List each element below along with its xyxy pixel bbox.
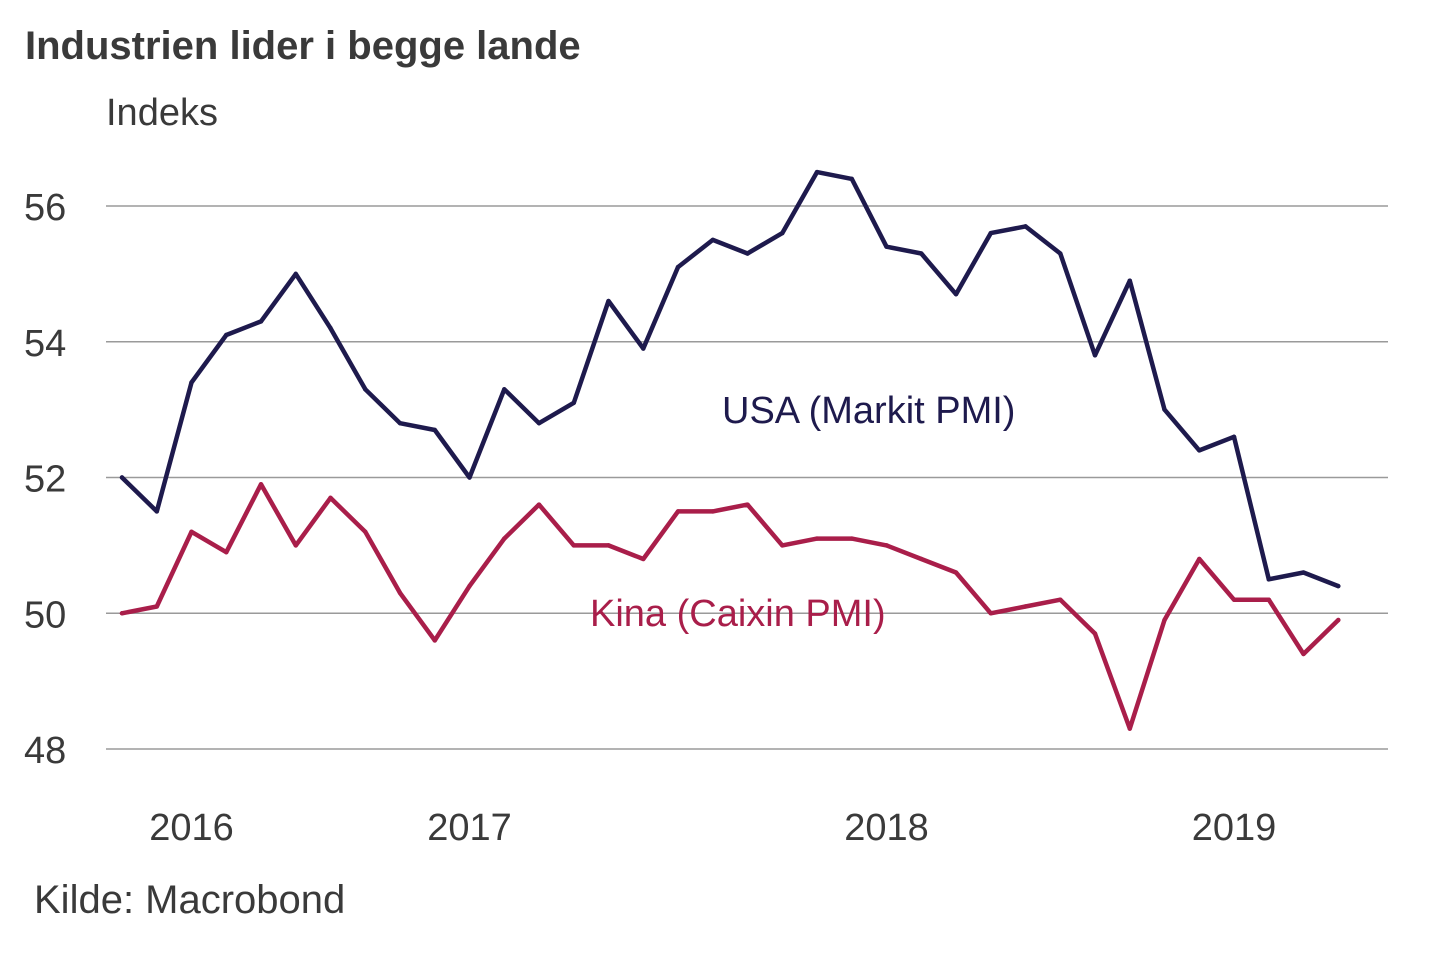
data-point-usa-6 [328,325,333,331]
y-tick-label-50: 50 [24,594,66,636]
data-point-usa-20 [814,169,820,175]
data-point-kina-4 [258,482,264,487]
chart-title: Industrien lider i begge lande [25,24,581,68]
data-point-usa-34 [1301,570,1306,575]
data-point-kina-17 [710,509,715,514]
data-point-kina-20 [814,536,820,541]
data-point-kina-35 [1336,617,1341,623]
data-point-kina-16 [675,509,681,514]
data-point-kina-31 [1197,556,1202,562]
data-point-usa-19 [780,230,785,236]
data-point-kina-28 [1092,631,1098,636]
series-line-usa [119,169,1341,589]
series-lines [119,169,1341,731]
data-point-usa-0 [119,475,125,480]
data-point-usa-17 [710,237,715,243]
data-point-kina-21 [849,536,854,541]
data-point-kina-13 [571,543,576,548]
data-point-kina-5 [293,543,298,548]
data-point-kina-27 [1058,597,1063,602]
data-point-kina-14 [606,543,611,548]
data-point-kina-26 [1023,604,1028,609]
data-point-usa-24 [953,292,959,297]
data-point-kina-24 [953,570,959,575]
data-point-usa-11 [502,387,507,392]
series-labels: USA (Markit PMI) Kina (Caixin PMI) [590,390,1015,635]
data-point-usa-35 [1336,583,1341,589]
data-point-usa-4 [258,319,264,324]
x-tick-label-2017: 2017 [427,807,512,849]
data-point-usa-1 [154,509,159,514]
data-point-kina-15 [641,556,646,562]
data-point-kina-1 [154,604,159,609]
series-line-kina [119,482,1341,731]
series-label-usa: USA (Markit PMI) [722,390,1015,432]
data-point-kina-25 [988,611,993,616]
x-tick-label-2016: 2016 [149,807,234,849]
data-point-kina-8 [397,590,403,596]
y-tick-label-54: 54 [24,323,66,365]
data-point-kina-9 [432,638,437,643]
data-point-usa-28 [1092,353,1098,358]
data-point-usa-7 [363,387,368,392]
y-axis-label: Indeks [106,92,218,134]
data-point-kina-7 [363,529,368,534]
data-point-kina-23 [919,556,924,562]
data-point-usa-29 [1127,278,1132,283]
data-point-usa-12 [536,421,542,426]
data-point-kina-22 [884,543,889,548]
data-point-usa-22 [884,244,889,249]
data-point-usa-18 [745,251,750,256]
data-point-usa-15 [641,346,646,351]
y-axis-ticks: 48 50 52 54 56 [24,187,66,772]
data-point-usa-14 [606,298,611,304]
data-point-kina-2 [189,529,194,534]
data-point-kina-18 [745,502,750,507]
data-point-usa-3 [224,332,229,338]
data-point-usa-5 [293,271,298,277]
data-point-usa-13 [571,400,576,406]
x-tick-label-2018: 2018 [844,807,929,849]
data-point-usa-2 [189,380,194,385]
data-point-kina-33 [1266,597,1271,602]
source-note: Kilde: Macrobond [34,878,346,922]
data-point-usa-21 [849,176,854,182]
data-point-kina-30 [1162,617,1167,623]
x-axis-ticks: 2016 2017 2018 2019 [149,807,1276,849]
y-tick-label-52: 52 [24,459,66,501]
y-tick-label-48: 48 [24,730,66,772]
data-point-usa-33 [1266,577,1271,582]
y-tick-label-56: 56 [24,187,66,229]
data-point-kina-29 [1127,726,1132,731]
data-point-kina-6 [328,495,333,501]
data-point-usa-23 [919,251,924,256]
data-point-usa-9 [432,427,437,433]
data-point-usa-31 [1197,448,1202,453]
gridlines [106,205,1388,750]
data-point-kina-12 [536,502,542,507]
data-point-kina-0 [119,611,125,616]
data-point-usa-26 [1023,224,1028,229]
data-point-kina-10 [467,583,472,589]
data-point-usa-8 [397,421,403,426]
data-point-usa-32 [1231,434,1237,439]
data-point-kina-11 [502,536,507,541]
data-point-kina-32 [1231,597,1237,602]
series-label-kina: Kina (Caixin PMI) [590,593,886,635]
data-point-usa-30 [1162,407,1167,412]
data-point-kina-3 [224,549,229,555]
data-point-kina-34 [1301,651,1306,657]
data-point-usa-10 [467,475,472,480]
data-point-usa-27 [1058,251,1063,256]
data-point-usa-25 [988,230,993,236]
data-point-kina-19 [780,543,785,548]
data-point-usa-16 [675,264,681,270]
x-tick-label-2019: 2019 [1192,807,1277,849]
